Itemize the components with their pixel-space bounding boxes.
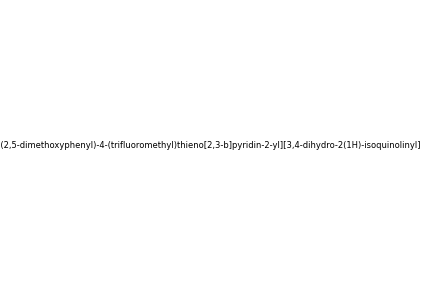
Text: [3-amino-6-(2,5-dimethoxyphenyl)-4-(trifluoromethyl)thieno[2,3-b]pyridin-2-yl][3: [3-amino-6-(2,5-dimethoxyphenyl)-4-(trif… [0, 141, 421, 150]
